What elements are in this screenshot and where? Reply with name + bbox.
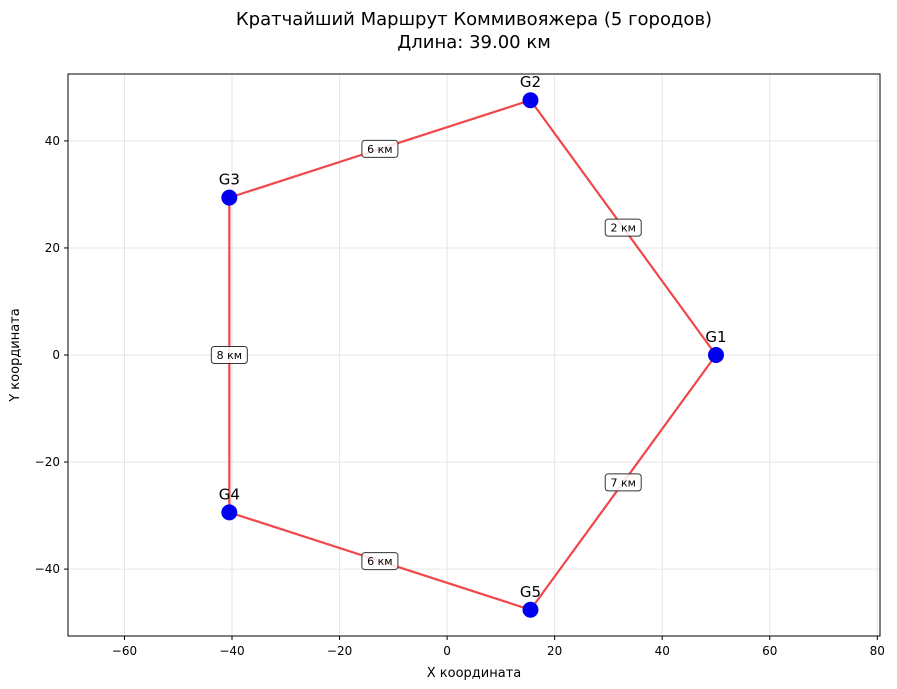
city-point bbox=[221, 504, 238, 521]
x-tick-label: 60 bbox=[762, 644, 777, 658]
segment-label: 7 км bbox=[604, 473, 642, 492]
chart-title: Кратчайший Маршрут Коммивояжера (5 город… bbox=[236, 9, 712, 30]
segment-label: 6 км bbox=[361, 139, 399, 158]
segment-label-box bbox=[361, 552, 399, 571]
segment-label-box bbox=[210, 346, 248, 364]
y-tick-label: 20 bbox=[45, 241, 60, 255]
y-tick-label: 0 bbox=[52, 348, 60, 362]
city-point bbox=[522, 601, 539, 618]
segment-label-box bbox=[604, 218, 642, 237]
x-tick-label: 80 bbox=[870, 644, 885, 658]
city-label: G2 bbox=[520, 73, 541, 91]
segment-labels: 2 км 6 км 8 км 6 км 7 км bbox=[210, 139, 642, 571]
segment-label-text: 8 км bbox=[217, 349, 242, 362]
x-tick-label: 40 bbox=[655, 644, 670, 658]
y-tick-label: −40 bbox=[35, 562, 60, 576]
x-tick-label: 20 bbox=[547, 644, 562, 658]
x-tick-label: −40 bbox=[219, 644, 244, 658]
city-point bbox=[522, 92, 539, 109]
segment-label-box bbox=[361, 139, 399, 158]
segment-label: 8 км bbox=[210, 346, 248, 364]
segment-label-text: 6 км bbox=[367, 555, 392, 568]
segment-label-box bbox=[604, 473, 642, 492]
chart-subtitle: Длина: 39.00 км bbox=[397, 32, 551, 53]
y-axis-label: Y координата bbox=[8, 308, 23, 403]
x-axis-label: X координата bbox=[427, 666, 522, 681]
x-tick-label: 0 bbox=[443, 644, 451, 658]
city-label: G5 bbox=[520, 583, 541, 601]
city-label: G4 bbox=[219, 485, 240, 503]
segment-label: 2 км bbox=[604, 218, 642, 237]
y-tick-label: 40 bbox=[45, 134, 60, 148]
segment-label: 6 км bbox=[361, 552, 399, 571]
segment-label-text: 6 км bbox=[367, 143, 392, 156]
x-axis-ticks: −60 −40 −20 0 20 40 60 80 bbox=[112, 636, 885, 658]
x-tick-label: −60 bbox=[112, 644, 137, 658]
x-tick-label: −20 bbox=[327, 644, 352, 658]
y-tick-label: −20 bbox=[35, 455, 60, 469]
cities: G1 G2 G3 G4 G5 bbox=[219, 73, 727, 618]
city-point bbox=[707, 347, 724, 363]
y-axis-ticks: −40 −20 0 20 40 bbox=[35, 134, 68, 576]
segment-label-text: 7 км bbox=[611, 476, 636, 489]
city-point bbox=[221, 189, 238, 206]
grid bbox=[68, 74, 880, 636]
segment-label-text: 2 км bbox=[611, 222, 636, 235]
city-label: G3 bbox=[219, 171, 240, 189]
city-label: G1 bbox=[705, 328, 726, 346]
